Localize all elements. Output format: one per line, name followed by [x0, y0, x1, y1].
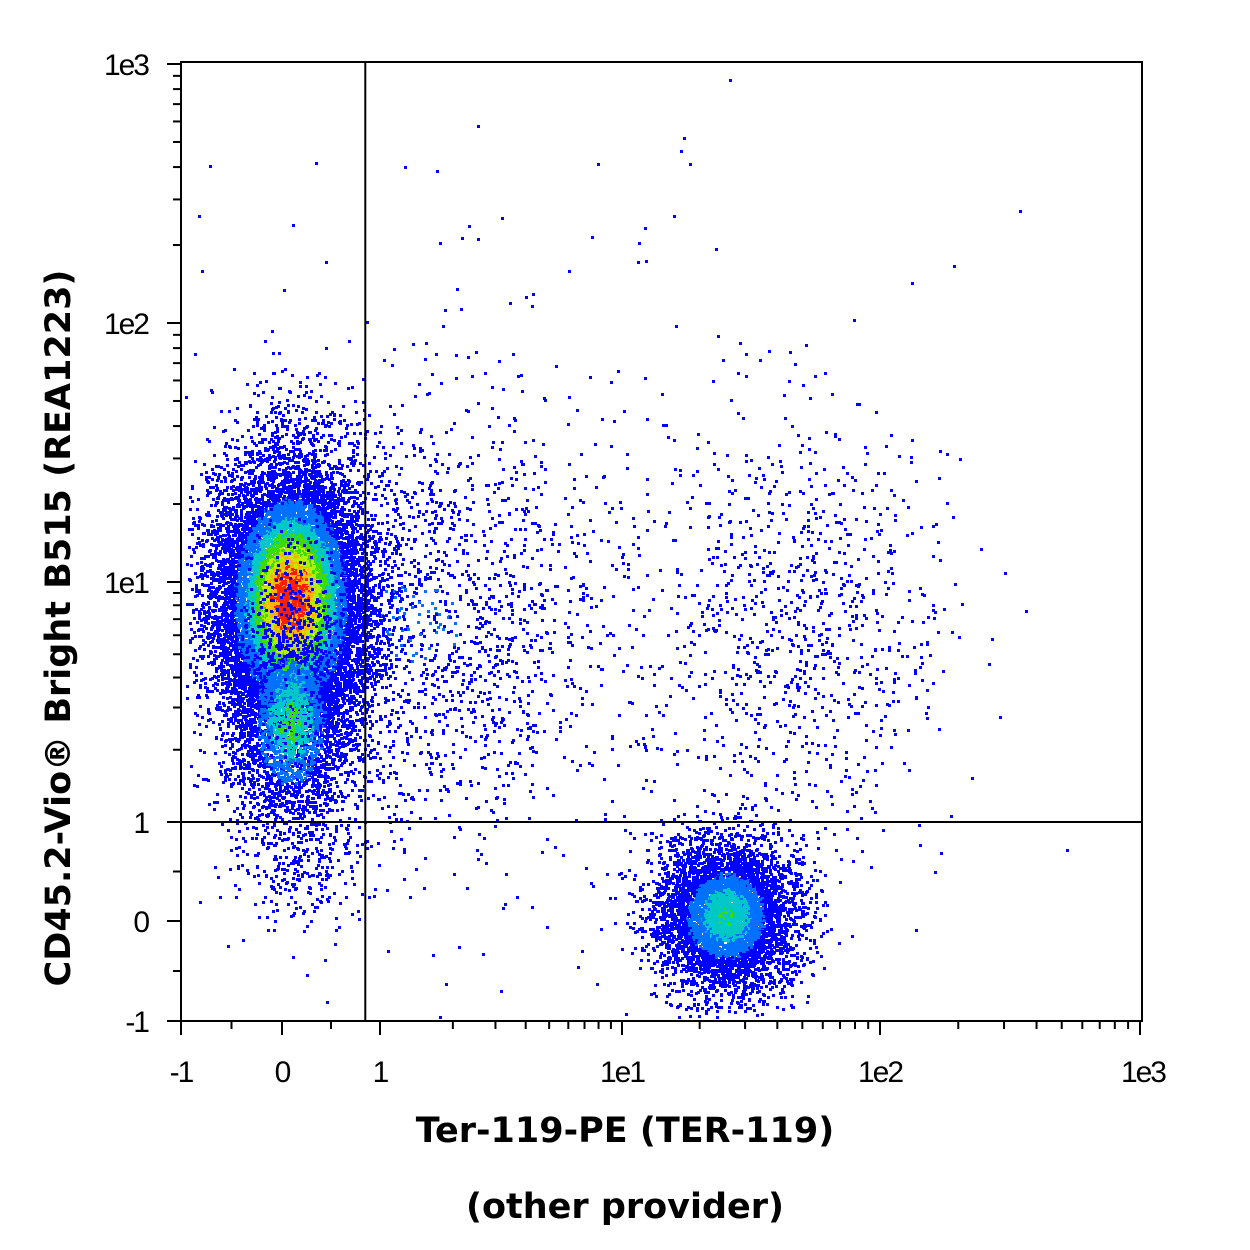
x-tick-label: 1	[373, 1056, 389, 1089]
event-dots	[185, 79, 1069, 1019]
x-axis-ticks	[181, 1021, 1140, 1035]
x-tick-label: 0	[275, 1056, 291, 1089]
y-tick-label: 1	[133, 807, 149, 840]
y-axis-ticks	[167, 64, 181, 1021]
x-tick-label: 1e2	[858, 1056, 903, 1089]
y-tick-label: 1e1	[104, 567, 149, 600]
x-axis-title: Ter-119-PE (TER-119)	[416, 1111, 834, 1151]
x-tick-label: 1e1	[600, 1056, 645, 1089]
x-axis-title-line2: (other provider)	[466, 1187, 784, 1227]
y-axis-tick-labels: -1 0 1 1e1 1e2 1e3	[104, 49, 149, 1039]
y-tick-label: 1e2	[104, 308, 149, 341]
x-axis-tick-labels: -1 0 1 1e1 1e2 1e3	[170, 1056, 1167, 1089]
y-tick-label: 0	[133, 906, 149, 939]
y-tick-label: -1	[125, 1006, 149, 1039]
y-tick-label: 1e3	[104, 49, 149, 82]
y-axis-title: CD45.2-Vio® Bright B515 (REA1223)	[39, 270, 79, 987]
x-tick-label: 1e3	[1121, 1056, 1166, 1089]
x-tick-label: -1	[170, 1056, 194, 1089]
